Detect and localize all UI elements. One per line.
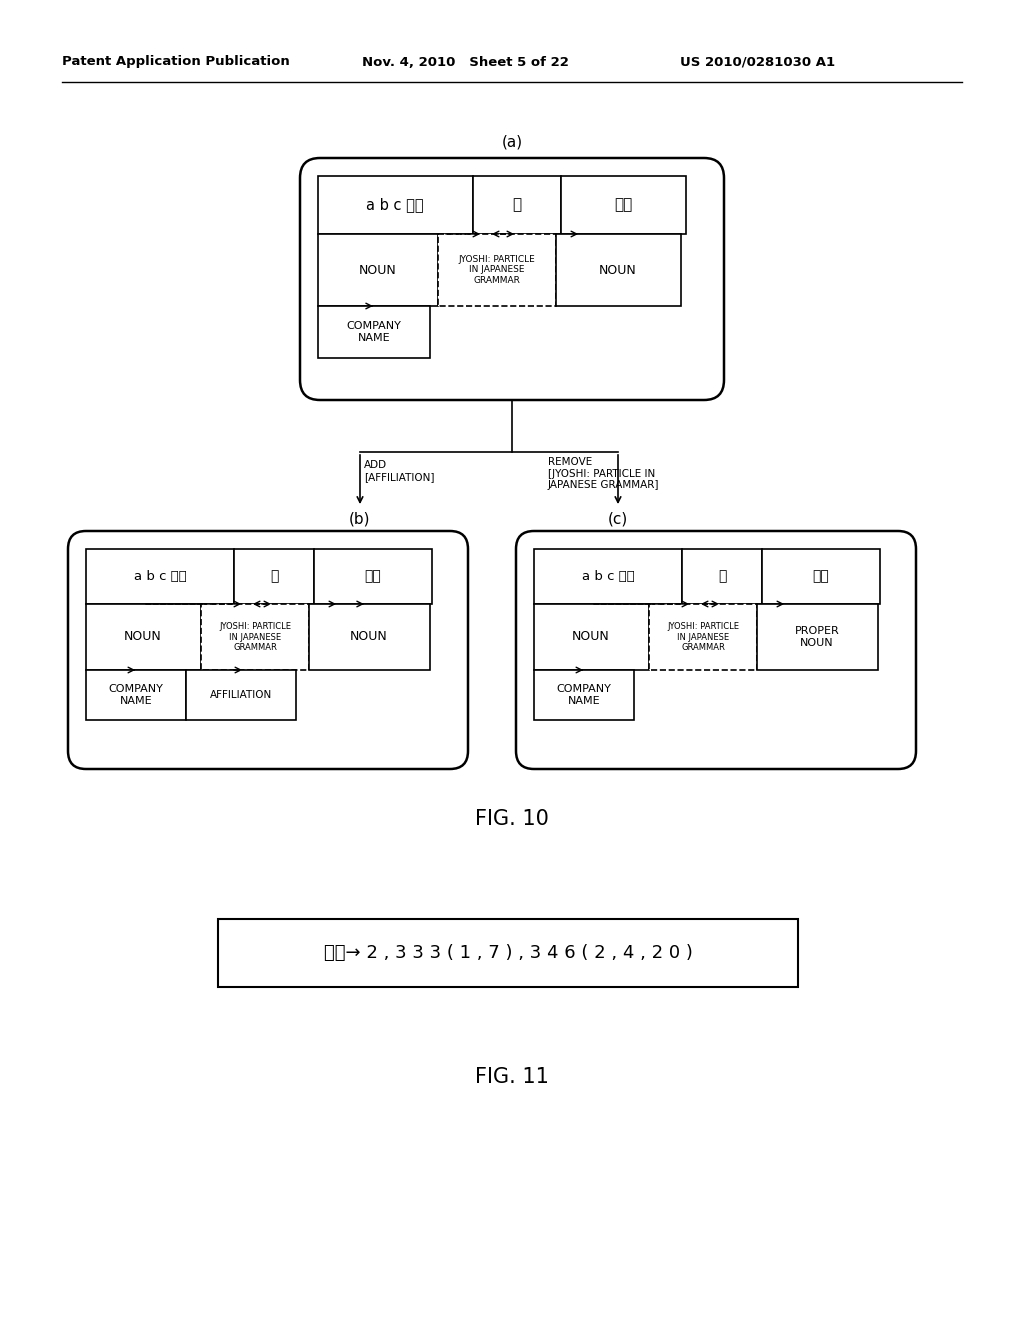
Text: US 2010/0281030 A1: US 2010/0281030 A1 — [680, 55, 836, 69]
Text: FIG. 10: FIG. 10 — [475, 809, 549, 829]
Text: COMPANY
NAME: COMPANY NAME — [346, 321, 401, 343]
Text: NOUN: NOUN — [572, 631, 610, 644]
Text: COMPANY
NAME: COMPANY NAME — [557, 684, 611, 706]
Text: 山田→ 2 , 3 3 3 ( 1 , 7 ) , 3 4 6 ( 2 , 4 , 2 0 ): 山田→ 2 , 3 3 3 ( 1 , 7 ) , 3 4 6 ( 2 , 4 … — [324, 944, 692, 962]
Bar — [234, 549, 314, 605]
Text: NOUN: NOUN — [350, 631, 388, 644]
Text: COMPANY
NAME: COMPANY NAME — [109, 684, 164, 706]
Bar — [649, 605, 757, 671]
Bar — [86, 671, 186, 719]
Text: a b c 産業: a b c 産業 — [582, 569, 635, 582]
Bar — [201, 605, 309, 671]
Bar — [534, 671, 634, 719]
Text: NOUN: NOUN — [124, 631, 162, 644]
Bar — [186, 671, 296, 719]
Bar — [86, 605, 201, 671]
Bar — [757, 605, 878, 671]
Bar — [309, 605, 430, 671]
Text: NOUN: NOUN — [599, 264, 637, 276]
Text: ADD
[AFFILIATION]: ADD [AFFILIATION] — [364, 459, 434, 482]
Text: Nov. 4, 2010   Sheet 5 of 22: Nov. 4, 2010 Sheet 5 of 22 — [362, 55, 569, 69]
Text: JYOSHI: PARTICLE
IN JAPANESE
GRAMMAR: JYOSHI: PARTICLE IN JAPANESE GRAMMAR — [667, 622, 739, 652]
Text: PROPER
NOUN: PROPER NOUN — [795, 626, 840, 648]
Bar — [318, 176, 473, 234]
Text: 山田: 山田 — [365, 569, 381, 583]
Bar — [314, 549, 432, 605]
Bar — [561, 176, 686, 234]
Text: REMOVE
[JYOSHI: PARTICLE IN
JAPANESE GRAMMAR]: REMOVE [JYOSHI: PARTICLE IN JAPANESE GRA… — [548, 457, 659, 490]
Text: (b): (b) — [349, 511, 371, 527]
Bar — [473, 176, 561, 234]
Text: JYOSHI: PARTICLE
IN JAPANESE
GRAMMAR: JYOSHI: PARTICLE IN JAPANESE GRAMMAR — [459, 255, 536, 285]
Text: の: の — [718, 569, 726, 583]
Bar — [534, 549, 682, 605]
Bar — [556, 234, 681, 306]
Text: (c): (c) — [608, 511, 628, 527]
Text: 山田: 山田 — [813, 569, 829, 583]
Bar — [682, 549, 762, 605]
FancyBboxPatch shape — [300, 158, 724, 400]
Text: FIG. 11: FIG. 11 — [475, 1067, 549, 1086]
Bar — [534, 605, 649, 671]
Text: (a): (a) — [502, 135, 522, 149]
Text: a b c 産業: a b c 産業 — [133, 569, 186, 582]
Bar — [438, 234, 556, 306]
FancyBboxPatch shape — [516, 531, 916, 770]
Text: AFFILIATION: AFFILIATION — [210, 690, 272, 700]
Bar — [318, 306, 430, 358]
FancyBboxPatch shape — [68, 531, 468, 770]
Text: Patent Application Publication: Patent Application Publication — [62, 55, 290, 69]
Text: a b c 産業: a b c 産業 — [367, 198, 424, 213]
Bar — [86, 549, 234, 605]
Text: JYOSHI: PARTICLE
IN JAPANESE
GRAMMAR: JYOSHI: PARTICLE IN JAPANESE GRAMMAR — [219, 622, 291, 652]
Text: 山田: 山田 — [613, 198, 632, 213]
Bar — [762, 549, 880, 605]
Bar — [218, 919, 798, 987]
Bar — [318, 234, 438, 306]
Text: NOUN: NOUN — [359, 264, 397, 276]
Text: の: の — [269, 569, 279, 583]
Text: の: の — [512, 198, 521, 213]
